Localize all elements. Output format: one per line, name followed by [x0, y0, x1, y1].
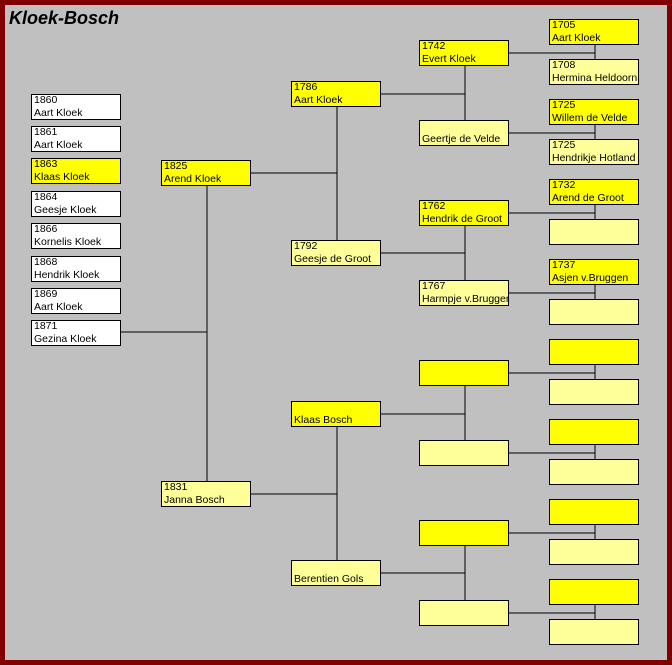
person-year: 1861 — [34, 126, 58, 138]
person-name: Janna Bosch — [164, 493, 225, 506]
person-box: 1705 Aart Kloek — [549, 19, 639, 45]
person-box: 1866 Kornelis Kloek — [31, 223, 121, 249]
person-name: Geesje de Groot — [294, 252, 372, 265]
person-box — [549, 499, 639, 525]
person-year: 1860 — [34, 94, 58, 106]
person-year: 1863 — [34, 158, 58, 170]
person-box: 1725 Hendrikje Hotland — [549, 139, 639, 165]
person-box: 1831 Janna Bosch — [161, 481, 251, 507]
person-box: 1708 Hermina Heldoorn — [549, 59, 639, 85]
person-name: Aart Kloek — [552, 31, 601, 44]
person-name: Hendrik Kloek — [34, 268, 100, 281]
title: Kloek-Bosch — [9, 8, 120, 28]
person-box: 1742 Evert Kloek — [419, 40, 509, 66]
person-name: Arend Kloek — [164, 172, 222, 185]
person-box: Geertje de Velde — [419, 120, 509, 146]
person-year: 1725 — [552, 99, 576, 111]
person-year: 1737 — [552, 259, 576, 271]
person-year: 1742 — [422, 40, 446, 52]
person-box: 1868 Hendrik Kloek — [31, 256, 121, 282]
person-year: 1864 — [34, 191, 58, 203]
person-year: 1732 — [552, 179, 576, 191]
person-name: Aart Kloek — [34, 106, 83, 119]
person-box: 1869 Aart Kloek — [31, 288, 121, 314]
person-box: 1871 Gezina Kloek — [31, 320, 121, 346]
person-box — [549, 339, 639, 365]
person-box — [549, 579, 639, 605]
person-box: 1825 Arend Kloek — [161, 160, 251, 186]
person-name: Evert Kloek — [422, 52, 476, 65]
person-box: 1786 Aart Kloek — [291, 81, 381, 107]
person-box — [419, 520, 509, 546]
person-year: 1767 — [422, 280, 446, 292]
person-year: 1708 — [552, 59, 576, 71]
person-year: 1825 — [164, 160, 188, 172]
person-name: Geesje Kloek — [34, 203, 97, 216]
person-box — [549, 379, 639, 405]
person-year: 1705 — [552, 19, 576, 31]
person-name: Aart Kloek — [34, 138, 83, 151]
person-box: 1767 Harmpje v.Bruggen — [419, 280, 509, 306]
person-name: Geertje de Velde — [422, 132, 501, 145]
person-name: Hermina Heldoorn — [552, 71, 638, 84]
person-box: Klaas Bosch — [291, 401, 381, 427]
person-box — [549, 539, 639, 565]
person-box: 1762 Hendrik de Groot — [419, 200, 509, 226]
person-year: 1871 — [34, 320, 58, 332]
person-year: 1869 — [34, 288, 58, 300]
person-year: 1725 — [552, 139, 576, 151]
person-year: 1786 — [294, 81, 318, 93]
person-box — [549, 619, 639, 645]
person-name: Hendrikje Hotland — [552, 151, 636, 164]
person-name: Harmpje v.Bruggen — [422, 292, 509, 305]
person-name: Aart Kloek — [294, 93, 343, 106]
person-year: 1792 — [294, 240, 318, 252]
person-name: Asjen v.Bruggen — [552, 271, 629, 284]
person-box — [419, 600, 509, 626]
person-name: Klaas Bosch — [294, 413, 353, 426]
person-year: 1868 — [34, 256, 58, 268]
person-box — [549, 299, 639, 325]
person-box: Berentien Gols — [291, 560, 381, 586]
person-box: 1864 Geesje Kloek — [31, 191, 121, 217]
person-box: 1725 Willem de Velde — [549, 99, 639, 125]
person-name: Willem de Velde — [552, 111, 628, 124]
person-box — [419, 360, 509, 386]
person-box: 1737 Asjen v.Bruggen — [549, 259, 639, 285]
person-box: 1732 Arend de Groot — [549, 179, 639, 205]
person-name: Arend de Groot — [552, 191, 624, 204]
person-box: 1863 Klaas Kloek — [31, 158, 121, 184]
person-box — [549, 459, 639, 485]
person-name: Aart Kloek — [34, 300, 83, 313]
person-box: 1861 Aart Kloek — [31, 126, 121, 152]
person-year: 1831 — [164, 481, 188, 493]
person-name: Hendrik de Groot — [422, 212, 502, 225]
person-name: Klaas Kloek — [34, 170, 90, 183]
person-name: Gezina Kloek — [34, 332, 97, 345]
person-box — [549, 419, 639, 445]
person-box: 1792 Geesje de Groot — [291, 240, 381, 266]
person-name: Kornelis Kloek — [34, 235, 102, 248]
person-year: 1762 — [422, 200, 446, 212]
person-box: 1860 Aart Kloek — [31, 94, 121, 120]
person-year: 1866 — [34, 223, 58, 235]
person-name: Berentien Gols — [294, 572, 364, 585]
person-box — [549, 219, 639, 245]
person-box — [419, 440, 509, 466]
